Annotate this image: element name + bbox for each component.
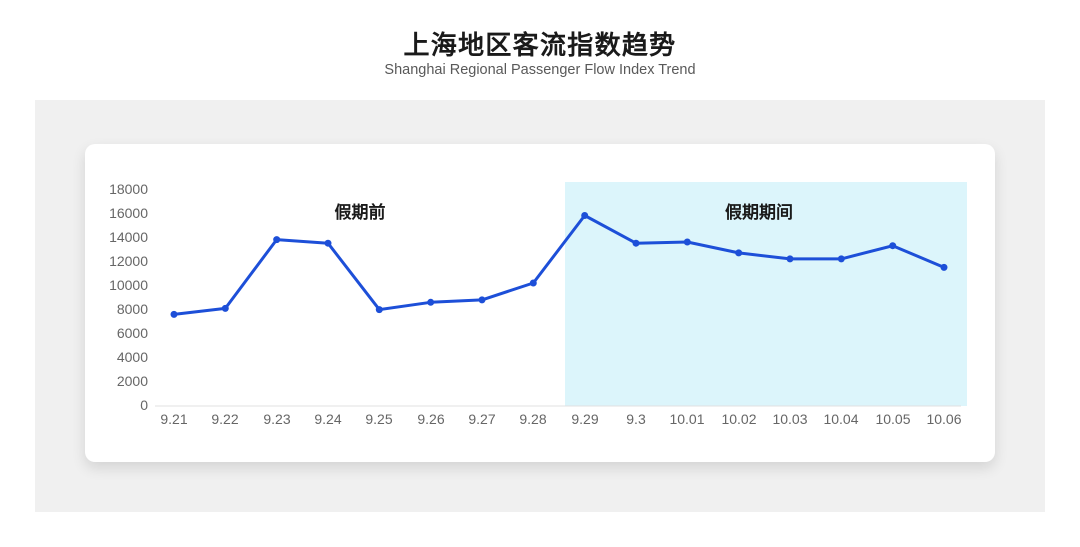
svg-text:9.25: 9.25	[365, 411, 392, 427]
svg-text:假期前: 假期前	[335, 202, 386, 222]
svg-text:10.04: 10.04	[823, 411, 858, 427]
svg-text:10.05: 10.05	[875, 411, 910, 427]
svg-text:假期期间: 假期期间	[725, 202, 793, 222]
svg-text:14000: 14000	[109, 229, 148, 245]
svg-text:9.22: 9.22	[211, 411, 238, 427]
svg-text:2000: 2000	[117, 373, 148, 389]
svg-text:10.03: 10.03	[772, 411, 807, 427]
svg-text:4000: 4000	[117, 349, 148, 365]
svg-text:9.28: 9.28	[519, 411, 546, 427]
svg-text:10.01: 10.01	[669, 411, 704, 427]
svg-text:9.24: 9.24	[314, 411, 341, 427]
svg-text:9.21: 9.21	[160, 411, 187, 427]
svg-text:10000: 10000	[109, 277, 148, 293]
svg-text:10.06: 10.06	[926, 411, 961, 427]
svg-text:0: 0	[140, 397, 148, 413]
svg-text:9.29: 9.29	[571, 411, 598, 427]
svg-text:9.23: 9.23	[263, 411, 290, 427]
svg-text:9.3: 9.3	[626, 411, 646, 427]
svg-text:16000: 16000	[109, 205, 148, 221]
svg-text:8000: 8000	[117, 301, 148, 317]
svg-text:9.27: 9.27	[468, 411, 495, 427]
svg-text:10.02: 10.02	[721, 411, 756, 427]
svg-text:9.26: 9.26	[417, 411, 444, 427]
svg-text:6000: 6000	[117, 325, 148, 341]
svg-text:18000: 18000	[109, 181, 148, 197]
svg-text:12000: 12000	[109, 253, 148, 269]
